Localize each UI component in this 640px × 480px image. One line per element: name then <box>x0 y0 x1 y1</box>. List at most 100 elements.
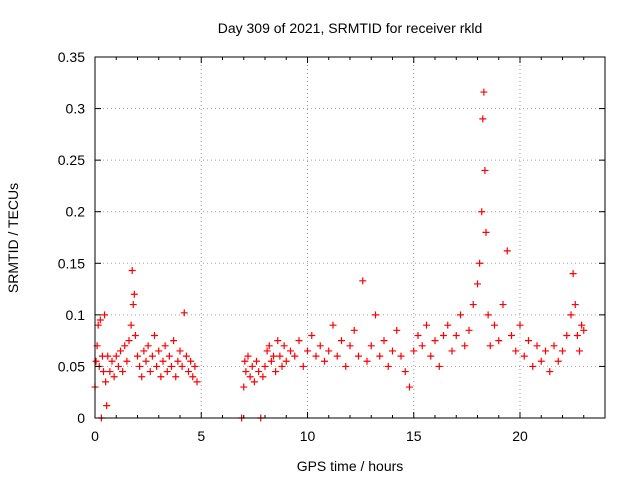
data-point <box>325 347 333 355</box>
data-point <box>440 331 447 339</box>
y-tick-label: 0.3 <box>66 101 86 117</box>
data-point <box>174 357 182 365</box>
data-point <box>571 301 579 309</box>
data-point <box>567 311 575 319</box>
data-point <box>131 331 139 339</box>
data-point <box>338 337 345 345</box>
data-point <box>333 352 341 360</box>
data-point <box>525 337 532 345</box>
data-point <box>295 337 303 345</box>
data-point <box>103 402 111 410</box>
data-point <box>308 331 316 339</box>
data-point <box>161 342 169 350</box>
data-point <box>165 352 173 360</box>
data-point <box>372 311 379 319</box>
data-point <box>134 352 141 360</box>
data-point <box>363 357 371 365</box>
data-point <box>130 290 138 298</box>
data-point <box>163 368 171 376</box>
data-point <box>246 373 254 381</box>
data-point <box>550 342 558 350</box>
data-point <box>427 352 435 360</box>
data-point <box>242 368 250 376</box>
data-point <box>193 378 201 386</box>
data-point <box>542 347 549 355</box>
data-point <box>280 342 288 350</box>
data-point <box>393 326 401 334</box>
data-point <box>355 352 362 360</box>
x-tick-label: 0 <box>91 428 99 444</box>
data-point <box>512 347 520 355</box>
data-point <box>573 331 581 339</box>
x-tick-label: 20 <box>512 428 528 444</box>
data-point <box>346 342 354 350</box>
data-point <box>127 321 135 329</box>
data-point <box>465 326 473 334</box>
y-tick-label: 0 <box>77 410 85 426</box>
data-point <box>121 342 129 350</box>
data-point <box>520 352 528 360</box>
y-tick-label: 0.35 <box>58 49 85 65</box>
data-point <box>170 337 178 345</box>
data-point <box>414 331 422 339</box>
data-point <box>191 362 199 370</box>
data-point <box>397 352 405 360</box>
data-point <box>529 362 537 370</box>
y-tick-label: 0.1 <box>66 307 86 323</box>
data-point <box>435 362 443 370</box>
data-point <box>486 342 494 350</box>
data-point <box>180 309 188 317</box>
data-point <box>142 357 150 365</box>
data-point <box>452 331 460 339</box>
data-point <box>270 352 277 360</box>
data-point <box>117 347 124 355</box>
data-point <box>580 326 588 334</box>
data-point <box>263 347 271 355</box>
data-point <box>101 311 109 319</box>
data-point <box>479 115 487 123</box>
data-point <box>316 342 324 350</box>
data-point <box>469 301 477 309</box>
data-point <box>182 352 190 360</box>
data-point <box>287 347 294 355</box>
data-point <box>554 357 562 365</box>
data-point <box>128 267 136 275</box>
data-point <box>136 362 144 370</box>
data-point <box>461 342 469 350</box>
data-point <box>172 373 180 381</box>
data-point <box>563 331 571 339</box>
data-point <box>299 362 307 370</box>
data-point <box>384 362 392 370</box>
data-point <box>350 326 358 334</box>
data-point <box>267 357 275 365</box>
data-point <box>125 337 133 345</box>
data-point <box>304 347 311 355</box>
data-point <box>481 166 489 174</box>
data-point <box>259 373 267 381</box>
x-axis-label: GPS time / hours <box>297 458 404 474</box>
data-point <box>480 88 488 96</box>
data-point <box>484 311 492 319</box>
data-point <box>102 378 110 386</box>
y-tick-label: 0.2 <box>66 204 86 220</box>
data-point <box>516 321 524 329</box>
ticks-layer: 0 5 10 15 20 0 0.05 0.1 0.15 0.2 0.25 0.3 0.35 <box>58 49 606 444</box>
data-point <box>92 357 100 365</box>
data-point <box>276 352 284 360</box>
data-point <box>503 247 511 255</box>
data-point <box>444 321 452 329</box>
data-point <box>241 357 249 365</box>
data-point <box>129 301 137 309</box>
data-point <box>321 357 328 365</box>
data-point <box>533 342 541 350</box>
data-point <box>482 228 490 236</box>
data-point <box>140 347 148 355</box>
data-point <box>114 362 122 370</box>
data-point <box>157 373 165 381</box>
data-point <box>94 321 102 329</box>
data-point <box>578 321 586 329</box>
data-point <box>491 321 498 329</box>
data-point <box>272 368 280 376</box>
data-point <box>255 368 263 376</box>
